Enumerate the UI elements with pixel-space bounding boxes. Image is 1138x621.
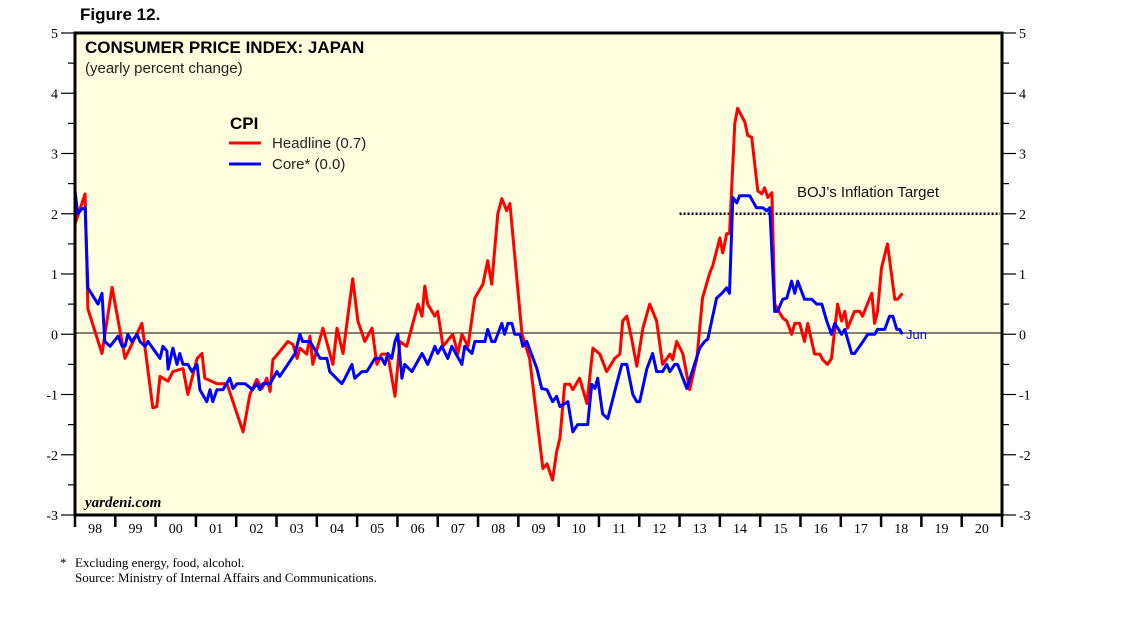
x-tick-label: 00 bbox=[169, 522, 183, 537]
x-tick-label: 14 bbox=[733, 522, 747, 537]
chart-title: CONSUMER PRICE INDEX: JAPAN bbox=[85, 38, 364, 57]
y-tick-label-left: 2 bbox=[51, 208, 58, 223]
y-tick-label-right: 5 bbox=[1019, 27, 1026, 42]
headline-cpi-line bbox=[73, 106, 904, 482]
footnote-note: Excluding energy, food, alcohol. bbox=[75, 555, 244, 570]
last-month-label: Jun bbox=[906, 327, 927, 342]
x-tick-label: 08 bbox=[491, 522, 505, 537]
x-tick-label: 05 bbox=[370, 522, 384, 537]
y-tick-label-right: -2 bbox=[1019, 449, 1031, 464]
y-tick-label-left: 4 bbox=[51, 87, 58, 102]
x-tick-label: 99 bbox=[128, 522, 142, 537]
x-tick-label: 98 bbox=[88, 522, 102, 537]
chart-subtitle: (yearly percent change) bbox=[85, 60, 243, 77]
x-tick-label: 12 bbox=[652, 522, 666, 537]
y-tick-label-left: -3 bbox=[46, 509, 58, 524]
figure-label: Figure 12. bbox=[80, 5, 160, 24]
x-tick-label: 04 bbox=[330, 522, 344, 537]
x-tick-label: 18 bbox=[894, 522, 908, 537]
footnote-source: Source: Ministry of Internal Affairs and… bbox=[75, 570, 377, 585]
x-tick-label: 07 bbox=[451, 522, 465, 537]
x-tick-label: 17 bbox=[854, 522, 868, 537]
plot-frame bbox=[73, 31, 1004, 517]
y-tick-label-left: 1 bbox=[51, 268, 58, 283]
y-tick-label-left: 5 bbox=[51, 27, 58, 42]
x-tick-label: 06 bbox=[411, 522, 425, 537]
y-tick-label-right: 0 bbox=[1019, 328, 1026, 343]
y-tick-label-right: 2 bbox=[1019, 208, 1026, 223]
y-tick-label-right: 4 bbox=[1019, 87, 1026, 102]
x-tick-label: 10 bbox=[572, 522, 586, 537]
x-tick-label: 11 bbox=[612, 522, 625, 537]
y-tick-label-right: -3 bbox=[1019, 509, 1031, 524]
x-tick-label: 03 bbox=[290, 522, 304, 537]
core-cpi-line bbox=[73, 190, 904, 434]
x-tick-label: 16 bbox=[814, 522, 828, 537]
x-tick-label: 15 bbox=[773, 522, 787, 537]
x-tick-label: 13 bbox=[693, 522, 707, 537]
x-tick-label: 19 bbox=[935, 522, 949, 537]
y-tick-label-left: -1 bbox=[46, 389, 58, 404]
y-tick-label-left: -2 bbox=[46, 449, 58, 464]
footnote-asterisk: * bbox=[60, 555, 67, 570]
x-tick-label: 01 bbox=[209, 522, 223, 537]
legend: CPI Headline (0.7) Core* (0.0) bbox=[229, 114, 366, 173]
legend-label-core: Core* (0.0) bbox=[272, 156, 345, 173]
x-tick-label: 02 bbox=[249, 522, 263, 537]
y-tick-label-right: 3 bbox=[1019, 148, 1026, 163]
legend-title: CPI bbox=[230, 114, 258, 133]
y-tick-label-left: 3 bbox=[51, 148, 58, 163]
y-tick-label-right: 1 bbox=[1019, 268, 1026, 283]
boj-target-label: BOJ’s Inflation Target bbox=[797, 184, 940, 201]
x-tick-label: 09 bbox=[532, 522, 546, 537]
y-tick-label-right: -1 bbox=[1019, 389, 1031, 404]
y-tick-label-left: 0 bbox=[51, 328, 58, 343]
legend-label-headline: Headline (0.7) bbox=[272, 135, 366, 152]
watermark: yardeni.com bbox=[83, 495, 161, 511]
x-tick-label: 20 bbox=[975, 522, 989, 537]
